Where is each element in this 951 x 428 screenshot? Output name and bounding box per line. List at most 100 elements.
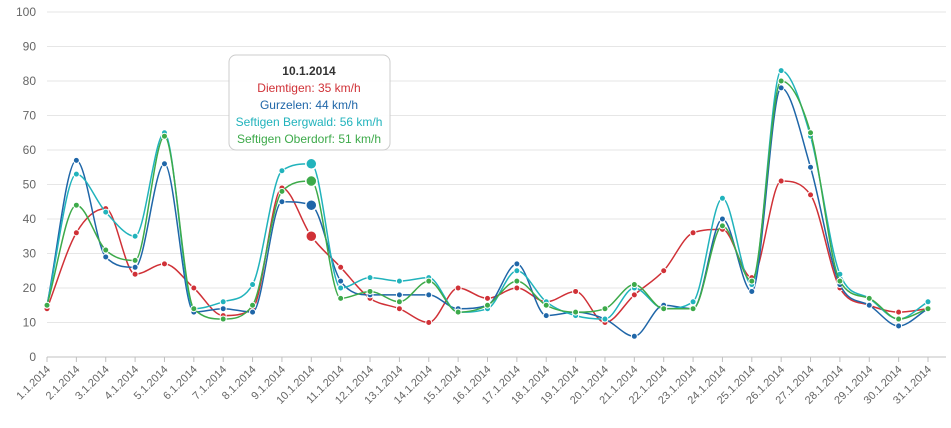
data-point-diemtigen[interactable] [305,230,318,243]
data-point-seftigen-oberdorf[interactable] [777,77,785,85]
data-point-gurzelen[interactable] [865,301,873,309]
data-point-gurzelen[interactable] [542,312,550,320]
data-point-seftigen-oberdorf[interactable] [924,305,932,313]
y-tick-label: 90 [23,40,37,54]
data-point-diemtigen[interactable] [395,305,403,313]
y-tick-label: 60 [23,143,37,157]
data-point-seftigen-oberdorf[interactable] [630,281,638,289]
data-point-seftigen-bergwald[interactable] [131,232,139,240]
data-point-diemtigen[interactable] [895,308,903,316]
data-point-seftigen-oberdorf[interactable] [689,305,697,313]
data-point-gurzelen[interactable] [337,277,345,285]
data-point-seftigen-bergwald[interactable] [305,157,318,171]
data-point-diemtigen[interactable] [689,229,697,237]
data-point-seftigen-oberdorf[interactable] [454,308,462,316]
y-tick-label: 30 [23,247,37,261]
data-point-diemtigen[interactable] [190,284,198,292]
y-tick-label: 40 [23,212,37,226]
data-point-seftigen-bergwald[interactable] [102,208,110,216]
data-point-seftigen-oberdorf[interactable] [160,132,168,140]
data-point-diemtigen[interactable] [777,177,785,185]
data-point-seftigen-bergwald[interactable] [278,167,286,175]
data-point-diemtigen[interactable] [454,284,462,292]
data-point-diemtigen[interactable] [131,270,139,278]
data-point-diemtigen[interactable] [513,284,521,292]
data-point-diemtigen[interactable] [337,263,345,271]
data-point-seftigen-oberdorf[interactable] [72,201,80,209]
series-line-seftigen-bergwald [46,69,929,320]
data-point-seftigen-oberdorf[interactable] [542,301,550,309]
data-point-seftigen-oberdorf[interactable] [190,305,198,313]
data-point-seftigen-oberdorf[interactable] [718,222,726,230]
data-point-seftigen-oberdorf[interactable] [484,301,491,309]
data-point-gurzelen[interactable] [807,163,815,171]
data-point-seftigen-bergwald[interactable] [718,194,726,202]
data-point-diemtigen[interactable] [660,267,668,275]
data-point-seftigen-oberdorf[interactable] [807,129,815,137]
data-point-seftigen-bergwald[interactable] [513,267,521,275]
data-point-gurzelen[interactable] [718,215,726,223]
data-point-gurzelen[interactable] [748,287,756,295]
data-point-seftigen-bergwald[interactable] [777,67,785,75]
data-point-gurzelen[interactable] [425,291,433,299]
data-point-seftigen-oberdorf[interactable] [748,277,756,285]
data-point-seftigen-bergwald[interactable] [249,281,257,289]
data-point-seftigen-oberdorf[interactable] [572,308,580,316]
data-point-gurzelen[interactable] [895,322,903,330]
data-point-seftigen-oberdorf[interactable] [425,277,433,285]
tooltip-box [228,54,391,151]
data-point-seftigen-oberdorf[interactable] [395,298,403,306]
data-point-seftigen-oberdorf[interactable] [366,287,374,295]
data-point-seftigen-oberdorf[interactable] [513,277,521,285]
y-tick-label: 70 [23,109,37,123]
data-point-gurzelen[interactable] [305,198,318,212]
data-point-diemtigen[interactable] [484,294,491,302]
data-point-seftigen-bergwald[interactable] [219,298,227,306]
data-point-diemtigen[interactable] [630,291,638,299]
data-point-diemtigen[interactable] [807,191,815,199]
data-point-gurzelen[interactable] [160,160,168,168]
data-point-seftigen-oberdorf[interactable] [660,305,668,313]
data-point-seftigen-oberdorf[interactable] [219,315,227,323]
tooltip-line-seftigen-bergwald: Seftigen Bergwald: 56 km/h [236,115,383,129]
data-point-seftigen-oberdorf[interactable] [278,187,286,195]
data-point-seftigen-oberdorf[interactable] [865,294,873,302]
data-point-gurzelen[interactable] [513,260,521,268]
data-point-diemtigen[interactable] [160,260,168,268]
data-point-gurzelen[interactable] [278,198,286,206]
y-tick-label: 10 [23,316,37,330]
data-point-seftigen-oberdorf[interactable] [836,277,844,285]
data-point-seftigen-bergwald[interactable] [924,298,932,306]
data-point-seftigen-bergwald[interactable] [337,284,345,292]
data-point-seftigen-oberdorf[interactable] [337,294,345,302]
data-point-diemtigen[interactable] [425,319,433,326]
data-point-seftigen-oberdorf[interactable] [249,301,257,309]
data-point-seftigen-bergwald[interactable] [395,277,403,285]
data-point-seftigen-oberdorf[interactable] [305,174,318,188]
data-point-seftigen-bergwald[interactable] [366,274,374,282]
data-point-seftigen-bergwald[interactable] [689,298,697,306]
data-point-diemtigen[interactable] [572,287,580,295]
x-axis: 1.1.20142.1.20143.1.20144.1.20145.1.2014… [14,357,934,407]
data-point-gurzelen[interactable] [131,263,139,271]
data-point-seftigen-oberdorf[interactable] [131,256,139,264]
tooltip-title: 10.1.2014 [282,64,336,78]
data-point-gurzelen[interactable] [395,291,403,299]
y-axis: 0 10 20 30 40 50 60 70 80 90 100 [16,5,36,364]
data-point-gurzelen[interactable] [102,253,110,261]
series-group [43,67,932,340]
data-point-seftigen-oberdorf[interactable] [601,305,609,313]
data-point-gurzelen[interactable] [219,305,227,313]
data-point-gurzelen[interactable] [249,308,257,316]
tooltip-line-seftigen-oberdorf: Seftigen Oberdorf: 51 km/h [237,132,381,146]
data-point-gurzelen[interactable] [630,332,638,340]
data-point-seftigen-oberdorf[interactable] [43,301,51,309]
data-point-seftigen-oberdorf[interactable] [102,246,110,254]
data-point-seftigen-bergwald[interactable] [601,315,609,323]
data-point-seftigen-oberdorf[interactable] [895,315,903,323]
data-point-gurzelen[interactable] [72,156,80,164]
y-tick-label: 80 [23,74,37,88]
data-point-seftigen-bergwald[interactable] [72,170,80,178]
data-point-diemtigen[interactable] [72,229,80,237]
